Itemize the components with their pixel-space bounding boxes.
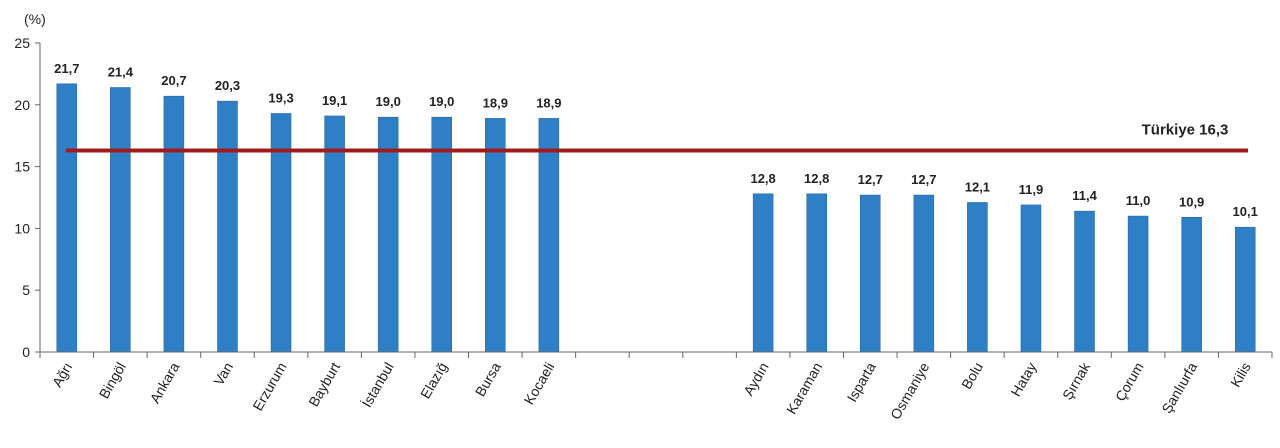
y-tick-label: 15: [14, 159, 30, 175]
reference-line-group: Türkiye 16,3: [66, 122, 1248, 153]
bar-value-label: 19,1: [322, 93, 347, 108]
bar-value-label: 12,7: [911, 172, 936, 187]
bar: [163, 95, 185, 353]
bar: [752, 193, 774, 353]
x-category-label: Ağrı: [49, 360, 76, 390]
bar-value-label: 19,3: [268, 90, 293, 105]
bar-value-label: 21,4: [108, 64, 134, 79]
x-category-label: Osmaniye: [887, 359, 932, 422]
x-category-label: Aydın: [740, 360, 772, 399]
x-category-label: Bayburt: [305, 359, 343, 409]
bar: [913, 194, 935, 353]
bar: [1074, 210, 1095, 353]
bar-value-label: 21,7: [54, 61, 79, 76]
y-axis: 0 5 10 15 20 25: [14, 35, 41, 360]
x-category-label: Şırnak: [1059, 359, 1094, 403]
x-category-label: Elazığ: [417, 360, 450, 402]
bars: [56, 83, 1256, 353]
bar: [860, 194, 881, 353]
bar-value-label: 20,3: [215, 78, 240, 93]
bar: [217, 100, 238, 353]
x-category-label: Isparta: [844, 359, 879, 404]
y-axis-unit-label: (%): [24, 11, 46, 27]
value-labels: 21,7 21,4 20,7 20,3 19,3 19,1 19,0 19,0 18,9 18,9…: [54, 61, 1258, 219]
bar-value-label: 10,9: [1179, 194, 1204, 209]
x-axis: Ağrı Bingöl Ankara Van Erzurum Bayburt İstanbu…: [39, 351, 1273, 422]
x-category-label: Hatay: [1007, 360, 1039, 400]
bar-value-label: 10,1: [1233, 204, 1258, 219]
bar-value-label: 12,1: [965, 179, 990, 194]
x-category-label: Erzurum: [249, 360, 289, 414]
x-category-label: Kocaeli: [521, 360, 558, 408]
x-category-label: Bingöl: [96, 360, 129, 402]
bar: [1181, 217, 1202, 353]
bar-value-label: 12,7: [858, 172, 883, 187]
x-category-label: İstanbul: [358, 359, 397, 410]
bar-value-label: 11,4: [1072, 188, 1097, 203]
bar: [538, 118, 560, 353]
bar: [485, 118, 506, 353]
x-category-label: Karaman: [783, 360, 825, 417]
x-category-label: Bursa: [472, 359, 504, 399]
y-tick-label: 0: [22, 344, 30, 360]
bar-value-label: 19,0: [429, 94, 454, 109]
x-category-label: Kilis: [1227, 360, 1254, 390]
bar-value-label: 18,9: [536, 95, 561, 110]
bar-value-label: 20,7: [161, 73, 186, 88]
bar-value-label: 18,9: [483, 95, 508, 110]
bar-value-label: 19,0: [376, 94, 401, 109]
bar: [56, 83, 78, 353]
bar-value-label: 12,8: [750, 171, 775, 186]
bar: [1020, 204, 1042, 353]
bar-value-label: 12,8: [804, 171, 829, 186]
bar: [967, 202, 988, 353]
x-category-label: Ankara: [146, 359, 182, 406]
bar-value-label: 11,0: [1126, 193, 1151, 208]
bar: [806, 193, 827, 353]
x-category-label: Şanlıurfa: [1158, 359, 1200, 416]
bar: [1127, 215, 1149, 353]
y-tick-label: 10: [14, 220, 30, 236]
bar: [110, 87, 131, 353]
y-tick-label: 5: [22, 282, 30, 298]
bar: [1234, 226, 1256, 353]
x-category-label: Çorum: [1112, 360, 1147, 404]
x-category-label: Van: [210, 360, 236, 389]
x-category-label: Bolu: [958, 360, 986, 392]
bar-value-label: 11,9: [1019, 182, 1044, 197]
turkiye-average-label: Türkiye 16,3: [1142, 122, 1229, 139]
y-tick-label: 20: [14, 97, 30, 113]
y-tick-label: 25: [14, 35, 30, 51]
